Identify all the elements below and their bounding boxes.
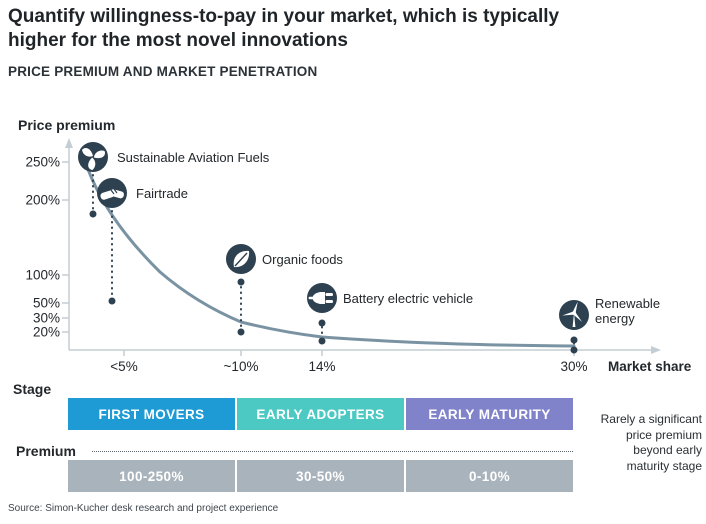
- price-premium-chart: Price premium 250% 200% 100% 50% 30% 20%…: [18, 117, 692, 374]
- premium-segment-last: 0-10%: [406, 460, 573, 492]
- premium-segment-first: 100-250%: [68, 460, 235, 492]
- x-tick: <5%: [110, 359, 137, 374]
- y-axis: [62, 147, 70, 350]
- x-tick-labels: <5% ~10% 14% 30%: [110, 359, 587, 374]
- y-axis-title: Price premium: [18, 117, 115, 133]
- source-note: Source: Simon-Kucher desk research and p…: [8, 503, 279, 514]
- wind-turbine-icon: [559, 300, 589, 330]
- stage-segment-early-adopters: EARLY ADOPTERS: [237, 398, 404, 430]
- chart-subtitle: PRICE PREMIUM AND MARKET PENETRATION: [8, 64, 318, 79]
- x-tick: 14%: [308, 359, 335, 374]
- data-dots: [89, 210, 578, 354]
- stage-segment-label: EARLY ADOPTERS: [256, 406, 385, 422]
- connectors: [92, 174, 575, 348]
- stage-segment-label: EARLY MATURITY: [428, 406, 551, 422]
- point-label-fairtrade: Fairtrade: [136, 186, 188, 201]
- note-line: beyond early: [633, 443, 702, 457]
- x-axis: [69, 349, 652, 356]
- x-tick: 30%: [560, 359, 587, 374]
- y-tick: 250%: [25, 155, 60, 170]
- x-tick: ~10%: [224, 359, 259, 374]
- premium-dotted-leader: [92, 451, 573, 452]
- x-axis-title: Market share: [608, 359, 692, 374]
- y-tick-labels: 250% 200% 100% 50% 30% 20%: [25, 155, 60, 340]
- stage-segment-first-movers: FIRST MOVERS: [68, 398, 235, 430]
- maturity-note: Rarely a significant price premium beyon…: [572, 412, 702, 474]
- decay-curve: [82, 156, 576, 348]
- x-axis-arrow-icon: [651, 346, 661, 354]
- y-tick: 100%: [25, 268, 60, 283]
- note-line: price premium: [625, 427, 702, 442]
- stage-segment-early-maturity: EARLY MATURITY: [406, 398, 573, 430]
- point-label-renewable-line2: energy: [595, 311, 635, 326]
- page-title: Quantify willingness-to-pay in your mark…: [8, 6, 560, 51]
- handshake-icon: [97, 178, 127, 208]
- point-label-renewable-line1: Renewable: [595, 296, 660, 311]
- note-line: maturity stage: [626, 458, 702, 473]
- y-axis-arrow-icon: [65, 138, 73, 148]
- premium-segment-middle: 30-50%: [237, 460, 404, 492]
- y-tick: 200%: [25, 193, 60, 208]
- plug-icon: [307, 283, 337, 313]
- y-tick: 30%: [33, 311, 60, 326]
- premium-segment-label: 30-50%: [296, 468, 345, 484]
- leaf-icon: [226, 244, 256, 274]
- turbine-tower: [572, 313, 576, 327]
- note-line: Rarely a significant: [600, 412, 702, 426]
- point-label-organic: Organic foods: [262, 252, 343, 267]
- stage-segment-label: FIRST MOVERS: [98, 406, 205, 422]
- y-tick: 20%: [33, 325, 60, 340]
- premium-segment-label: 100-250%: [119, 468, 184, 484]
- aviation-leaf-icon: [78, 142, 108, 172]
- y-tick: 50%: [33, 296, 60, 311]
- premium-row-label: Premium: [16, 443, 76, 459]
- premium-segment-label: 0-10%: [468, 468, 511, 484]
- point-label-saf: Sustainable Aviation Fuels: [117, 150, 270, 165]
- stage-row-label: Stage: [13, 381, 52, 397]
- point-label-bev: Battery electric vehicle: [343, 291, 473, 306]
